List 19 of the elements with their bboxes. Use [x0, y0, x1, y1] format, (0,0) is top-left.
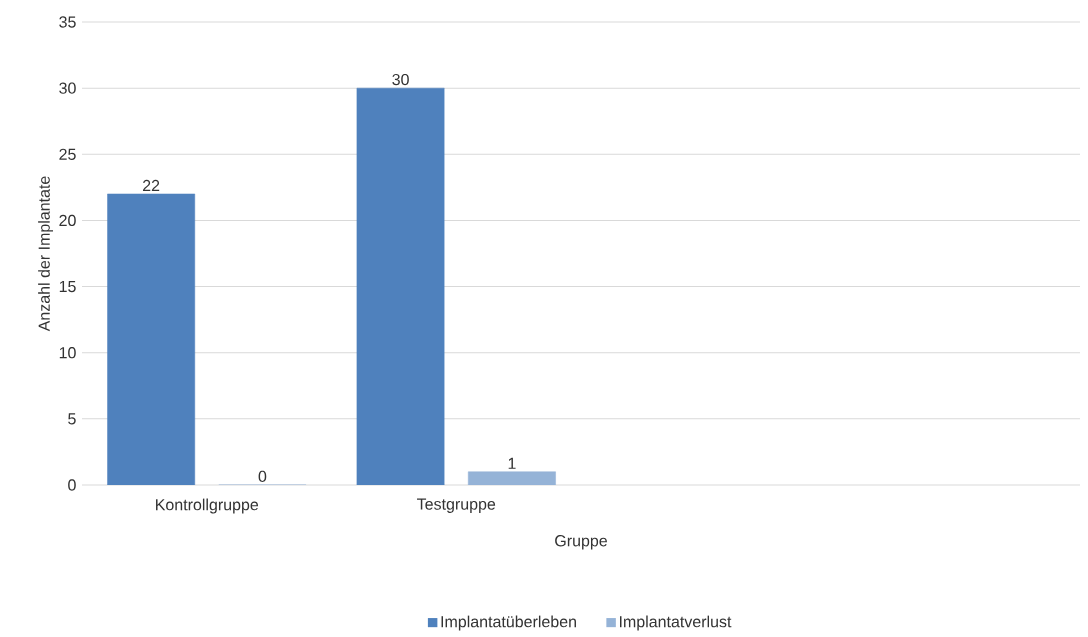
legend-label: Implantatüberleben	[441, 615, 576, 631]
x-axis-title: Gruppe	[555, 535, 607, 550]
y-tick-label: 25	[59, 148, 76, 160]
y-tick-label: 5	[68, 413, 76, 425]
legend-label: Implantatverlust	[620, 615, 732, 631]
bar	[467, 471, 556, 485]
y-tick-label: 20	[59, 214, 76, 227]
y-tick-label: 15	[59, 281, 76, 293]
x-tick-label: Testgruppe	[417, 498, 496, 513]
data-label: 22	[142, 179, 160, 192]
data-label: 0	[258, 470, 267, 483]
data-label: 30	[392, 73, 409, 86]
y-tick-label: 0	[68, 479, 76, 491]
y-tick-label: 30	[59, 82, 76, 94]
data-label: 1	[508, 457, 516, 469]
y-tick-label: 10	[59, 347, 76, 359]
y-axis-title: Anzahl der Implantate	[38, 176, 54, 332]
x-tick-label: Kontrollgruppe	[156, 498, 259, 514]
y-tick-label: 35	[59, 16, 76, 28]
